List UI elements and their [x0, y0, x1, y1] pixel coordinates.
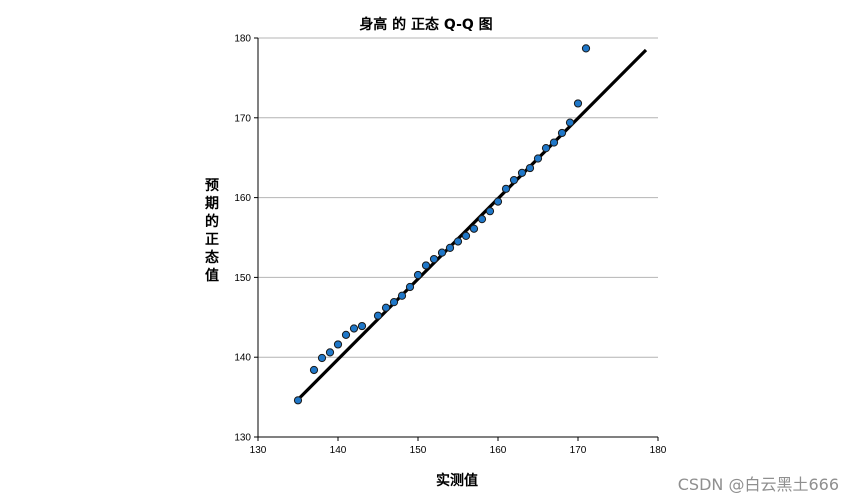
data-point: [573, 99, 583, 108]
y-tick-label: 130: [234, 433, 251, 444]
y-tick-label: 160: [234, 193, 251, 204]
data-point: [493, 197, 503, 206]
x-axis-label: 实测值: [436, 472, 478, 489]
y-axis-label: 预期的正态值: [205, 178, 219, 284]
data-point: [469, 224, 479, 233]
data-point: [453, 237, 463, 246]
data-point: [413, 270, 423, 280]
y-axis-ticks: 130 140 150 160 170 180: [234, 34, 258, 444]
data-point: [557, 128, 567, 138]
watermark: CSDN @白云黑土666: [677, 475, 839, 494]
x-tick-label: 170: [570, 445, 587, 456]
x-tick-label: 180: [650, 445, 667, 456]
data-point: [317, 353, 327, 363]
data-point: [357, 321, 367, 331]
x-tick-label: 130: [250, 445, 267, 456]
data-point: [397, 291, 407, 300]
data-point: [349, 324, 359, 333]
data-point: [421, 261, 431, 270]
data-points: [293, 44, 591, 405]
data-point: [341, 330, 351, 339]
data-point: [501, 184, 511, 193]
x-tick-label: 140: [330, 445, 347, 456]
data-point: [429, 254, 439, 264]
chart-title: 身高 的 正态 Q-Q 图: [359, 16, 492, 33]
data-point: [541, 144, 551, 153]
data-point: [405, 282, 415, 292]
data-point: [565, 118, 575, 127]
data-point: [381, 303, 391, 312]
data-point: [485, 207, 495, 216]
data-point: [525, 163, 535, 173]
axes: [257, 38, 658, 438]
data-point: [325, 348, 335, 357]
data-point: [373, 311, 383, 320]
reference-line: [296, 48, 648, 401]
reference-line-group: [296, 48, 648, 401]
x-tick-label: 160: [490, 445, 507, 456]
y-tick-label: 140: [234, 353, 251, 364]
x-tick-label: 150: [410, 445, 427, 456]
y-tick-label: 180: [234, 34, 251, 45]
data-point: [389, 298, 399, 307]
data-point: [549, 138, 559, 147]
y-tick-label: 150: [234, 273, 251, 284]
data-point: [517, 168, 527, 177]
data-point: [445, 243, 455, 252]
x-axis-ticks: 130 140 150 160 170 180: [250, 437, 667, 456]
data-point: [437, 248, 447, 257]
data-point: [477, 215, 487, 224]
data-point: [533, 154, 543, 163]
data-point: [461, 231, 471, 241]
data-point: [581, 44, 591, 53]
gridlines: [258, 37, 658, 358]
data-point: [293, 396, 303, 405]
y-tick-label: 170: [234, 113, 251, 124]
data-point: [333, 340, 343, 349]
data-point: [509, 175, 519, 185]
data-point: [309, 365, 319, 375]
